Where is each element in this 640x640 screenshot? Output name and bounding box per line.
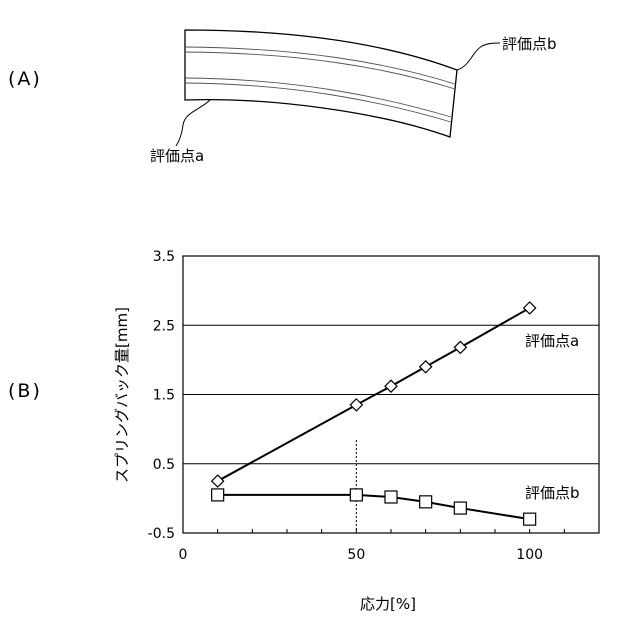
- point-b-label: 評価点b: [502, 35, 557, 53]
- x-tick-label: 50: [347, 547, 365, 563]
- beam-figure: 評価点b 評価点a: [150, 30, 557, 165]
- data-point-diamond: [524, 302, 536, 314]
- data-point-square: [212, 489, 224, 501]
- y-tick-label: 2.5: [153, 318, 175, 334]
- beam-outline: [185, 30, 457, 137]
- data-series: [212, 302, 536, 525]
- data-point-square: [524, 513, 536, 525]
- series-label-a: 評価点a: [525, 332, 579, 350]
- data-point-square: [420, 496, 432, 508]
- series-labels: 評価点a 評価点b: [525, 332, 580, 502]
- data-point-diamond: [385, 380, 397, 392]
- y-tick-label: 1.5: [153, 388, 175, 404]
- y-tick-label: -0.5: [148, 526, 175, 542]
- data-point-square: [350, 489, 362, 501]
- y-tick-label: 0.5: [153, 457, 175, 473]
- series-label-b: 評価点b: [525, 484, 580, 502]
- x-tick-label: 0: [179, 547, 188, 563]
- data-point-diamond: [454, 341, 466, 353]
- chart-area: -0.5 0.5 1.5 2.5 3.5 0 50 100 評価点a 評価点b 応力[%] ス…: [113, 249, 599, 613]
- data-point-diamond: [212, 475, 224, 487]
- point-a-label: 評価点a: [150, 147, 204, 165]
- y-axis-title: スプリングバック量[mm]: [113, 307, 131, 483]
- leader-line-a: [176, 100, 210, 146]
- x-axis-title: 応力[%]: [360, 595, 416, 613]
- data-point-diamond: [350, 399, 362, 411]
- data-point-square: [385, 491, 397, 503]
- leader-line-b: [457, 43, 500, 70]
- y-tick-label: 3.5: [153, 249, 175, 265]
- data-point-diamond: [420, 361, 432, 373]
- data-point-square: [454, 502, 466, 514]
- series-line: [218, 495, 530, 519]
- x-tick-label: 100: [516, 547, 543, 563]
